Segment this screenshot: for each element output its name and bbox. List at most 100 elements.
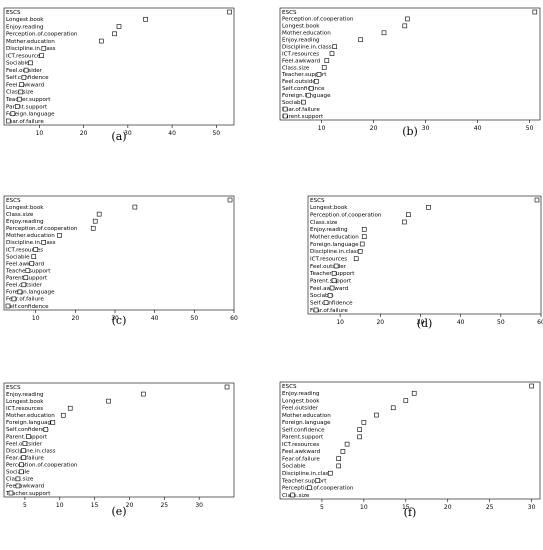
row-label: Class.size bbox=[310, 220, 338, 226]
data-point bbox=[282, 106, 288, 112]
row-label: Foreign.language bbox=[310, 242, 359, 248]
row-label: ESCS bbox=[310, 198, 325, 204]
row-label: Enjoy.reading bbox=[310, 227, 348, 233]
data-point bbox=[282, 113, 288, 119]
row-label: Class.size bbox=[282, 493, 310, 499]
panel-caption: (b) bbox=[402, 125, 418, 138]
row-label: Perception.of.cooperation bbox=[310, 212, 382, 218]
row-label: Enjoy.reading bbox=[6, 219, 44, 225]
x-tick-label: 20 bbox=[376, 319, 384, 326]
plot-frame bbox=[3, 382, 235, 498]
panel-caption: (c) bbox=[112, 314, 127, 327]
data-point bbox=[357, 434, 362, 440]
data-point bbox=[327, 293, 333, 298]
x-tick-label: 50 bbox=[497, 319, 505, 326]
x-tick-label: 20 bbox=[72, 315, 80, 322]
x-tick-label: 40 bbox=[457, 319, 465, 326]
row-label: Perception.of.cooperation bbox=[6, 32, 78, 38]
data-point bbox=[411, 390, 417, 396]
row-label: Mother.education bbox=[6, 413, 55, 419]
row-label: Parent.support bbox=[6, 104, 48, 110]
data-point bbox=[324, 58, 330, 63]
row-label: Mother.education bbox=[6, 39, 55, 45]
row-label: Foreign.language bbox=[6, 112, 55, 118]
x-tick-label: 30 bbox=[124, 130, 132, 137]
row-label: Discipline.in.class bbox=[6, 448, 56, 454]
data-point bbox=[227, 9, 232, 15]
data-point bbox=[22, 441, 28, 446]
row-label: Parent.support bbox=[282, 114, 324, 120]
data-point bbox=[26, 434, 31, 439]
row-label: Self.confidence bbox=[6, 75, 49, 81]
data-point bbox=[57, 233, 62, 238]
x-tick-label: 40 bbox=[168, 130, 176, 137]
row-label: Foreign.language bbox=[6, 420, 55, 426]
data-point bbox=[99, 38, 104, 44]
data-point bbox=[116, 24, 122, 29]
data-point bbox=[329, 285, 335, 291]
x-tick-label: 20 bbox=[370, 125, 378, 132]
data-point bbox=[25, 268, 31, 273]
row-label: Foreign.language bbox=[6, 290, 55, 296]
row-label: Fear.of.failure bbox=[282, 456, 320, 462]
data-point bbox=[29, 261, 35, 266]
row-label: Fear.of.failure bbox=[6, 119, 44, 125]
panel-caption: (a) bbox=[111, 130, 126, 143]
data-point bbox=[357, 427, 362, 432]
x-tick-label: 60 bbox=[230, 315, 238, 322]
row-label: Sociable bbox=[282, 464, 306, 470]
row-label: Discipline.in.class bbox=[6, 240, 56, 246]
x-tick-label: 10 bbox=[318, 125, 326, 132]
row-label: Sociable bbox=[6, 254, 30, 260]
row-label: Self.confidence bbox=[6, 304, 49, 310]
data-point bbox=[529, 383, 534, 389]
row-label: ESCS bbox=[6, 10, 21, 16]
row-label: Feel.outsider bbox=[310, 264, 347, 270]
row-label: Feel.awkward bbox=[6, 82, 45, 88]
row-label: Class.size bbox=[282, 65, 310, 71]
plot-frame bbox=[279, 7, 541, 121]
x-tick-label: 30 bbox=[417, 319, 425, 326]
row-label: ESCS bbox=[6, 198, 21, 204]
data-point bbox=[321, 65, 327, 70]
row-label: ESCS bbox=[282, 10, 297, 16]
row-label: Feel.awkward bbox=[6, 484, 45, 490]
data-point bbox=[67, 405, 73, 411]
data-point bbox=[23, 67, 29, 73]
plot-frame bbox=[307, 195, 542, 315]
data-point bbox=[96, 211, 102, 217]
data-point bbox=[402, 219, 407, 225]
data-point bbox=[15, 476, 21, 482]
panel-3: ESCSLongest.bookPerception.of.cooperatio… bbox=[307, 195, 543, 330]
row-label: Teacher.support bbox=[5, 97, 51, 103]
data-point bbox=[340, 449, 346, 454]
data-point bbox=[353, 256, 359, 261]
data-point bbox=[33, 247, 39, 252]
data-point bbox=[361, 420, 367, 425]
row-label: Feel.awkward bbox=[282, 58, 321, 64]
data-point bbox=[11, 296, 17, 302]
x-tick-label: 50 bbox=[526, 125, 534, 132]
panel-1: ESCSPerception.of.cooperationLongest.boo… bbox=[279, 7, 541, 138]
data-point bbox=[301, 99, 306, 105]
row-label: Discipline.in.class bbox=[282, 44, 332, 50]
data-point bbox=[357, 249, 363, 254]
row-label: Parent.support bbox=[282, 435, 324, 441]
x-tick-label: 20 bbox=[444, 504, 452, 511]
x-tick-label: 30 bbox=[111, 315, 119, 322]
x-tick-label: 5 bbox=[23, 502, 27, 509]
row-label: Longest.book bbox=[6, 205, 44, 211]
data-point bbox=[361, 227, 367, 232]
x-tick-label: 30 bbox=[528, 504, 536, 511]
row-label: Enjoy.reading bbox=[282, 391, 320, 397]
data-point bbox=[60, 412, 66, 418]
x-tick-label: 20 bbox=[80, 130, 88, 137]
row-label: Perception.of.cooperation bbox=[282, 486, 354, 492]
x-tick-label: 5 bbox=[320, 504, 324, 511]
data-point bbox=[534, 197, 540, 203]
data-point bbox=[141, 391, 146, 397]
x-tick-label: 50 bbox=[191, 315, 199, 322]
